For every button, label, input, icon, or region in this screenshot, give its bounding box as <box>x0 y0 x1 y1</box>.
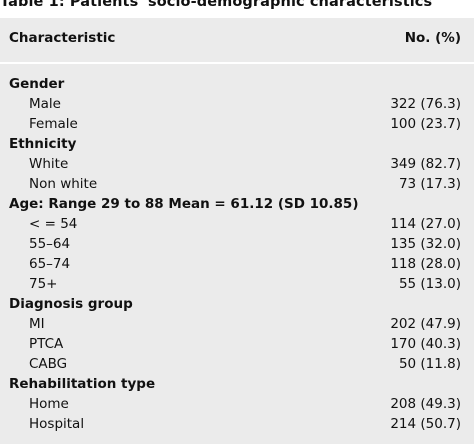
table-row: < = 54 114 (27.0) <box>0 214 474 234</box>
table-row: PTCA 170 (40.3) <box>0 334 474 354</box>
row-value: 55 (13.0) <box>398 276 461 292</box>
row-label: Age: Range 29 to 88 Mean = 61.12 (SD 10.… <box>9 196 359 212</box>
table-row: Female 100 (23.7) <box>0 114 474 134</box>
row-value: 73 (17.3) <box>398 176 461 192</box>
table-header: Characteristic No. (%) <box>0 18 474 62</box>
row-label: < = 54 <box>29 216 78 232</box>
row-label: MI <box>29 316 45 332</box>
row-value: 349 (82.7) <box>390 156 461 172</box>
table-row: 65–74 118 (28.0) <box>0 254 474 274</box>
row-label: CABG <box>29 356 68 372</box>
row-label: 65–74 <box>29 256 71 272</box>
group-row-age: Age: Range 29 to 88 Mean = 61.12 (SD 10.… <box>0 194 474 214</box>
group-row-rehabilitation: Rehabilitation type <box>0 374 474 394</box>
table-row: MI 202 (47.9) <box>0 314 474 334</box>
table-row: Non white 73 (17.3) <box>0 174 474 194</box>
row-value: 170 (40.3) <box>390 336 461 352</box>
group-row-ethnicity: Ethnicity <box>0 134 474 154</box>
table-caption: Table 1: Patients' socio-demographic cha… <box>0 0 433 10</box>
data-table: Characteristic No. (%) Gender Male 322 (… <box>0 18 474 445</box>
row-value: 322 (76.3) <box>390 96 461 112</box>
row-value: 208 (49.3) <box>390 396 461 412</box>
row-label: Hospital <box>29 416 85 432</box>
table-row: 75+ 55 (13.0) <box>0 274 474 294</box>
row-label: 55–64 <box>29 236 71 252</box>
header-divider <box>0 62 474 64</box>
table-row: Hospital 214 (50.7) <box>0 414 474 434</box>
table-row: White 349 (82.7) <box>0 154 474 174</box>
row-value: 50 (11.8) <box>398 356 461 372</box>
table-row: Male 322 (76.3) <box>0 94 474 114</box>
table-row: CABG 50 (11.8) <box>0 354 474 374</box>
row-value: 118 (28.0) <box>390 256 461 272</box>
row-value: 214 (50.7) <box>390 416 461 432</box>
row-label: Male <box>29 96 61 112</box>
header-count-percent: No. (%) <box>404 30 461 46</box>
table-bottom-divider <box>0 444 474 445</box>
row-label: PTCA <box>29 336 64 352</box>
row-value: 114 (27.0) <box>390 216 461 232</box>
row-value: 135 (32.0) <box>390 236 461 252</box>
row-label: Female <box>29 116 78 132</box>
row-label: White <box>29 156 69 172</box>
table-row: 55–64 135 (32.0) <box>0 234 474 254</box>
row-label: Ethnicity <box>9 136 77 152</box>
group-row-gender: Gender <box>0 74 474 94</box>
group-row-diagnosis: Diagnosis group <box>0 294 474 314</box>
row-value: 100 (23.7) <box>390 116 461 132</box>
row-label: Home <box>29 396 69 412</box>
header-characteristic: Characteristic <box>9 30 116 46</box>
row-value: 202 (47.9) <box>390 316 461 332</box>
row-label: Gender <box>9 76 65 92</box>
row-label: Diagnosis group <box>9 296 133 312</box>
row-label: Rehabilitation type <box>9 376 156 392</box>
row-label: Non white <box>29 176 98 192</box>
table-row: Home 208 (49.3) <box>0 394 474 414</box>
row-label: 75+ <box>29 276 58 292</box>
